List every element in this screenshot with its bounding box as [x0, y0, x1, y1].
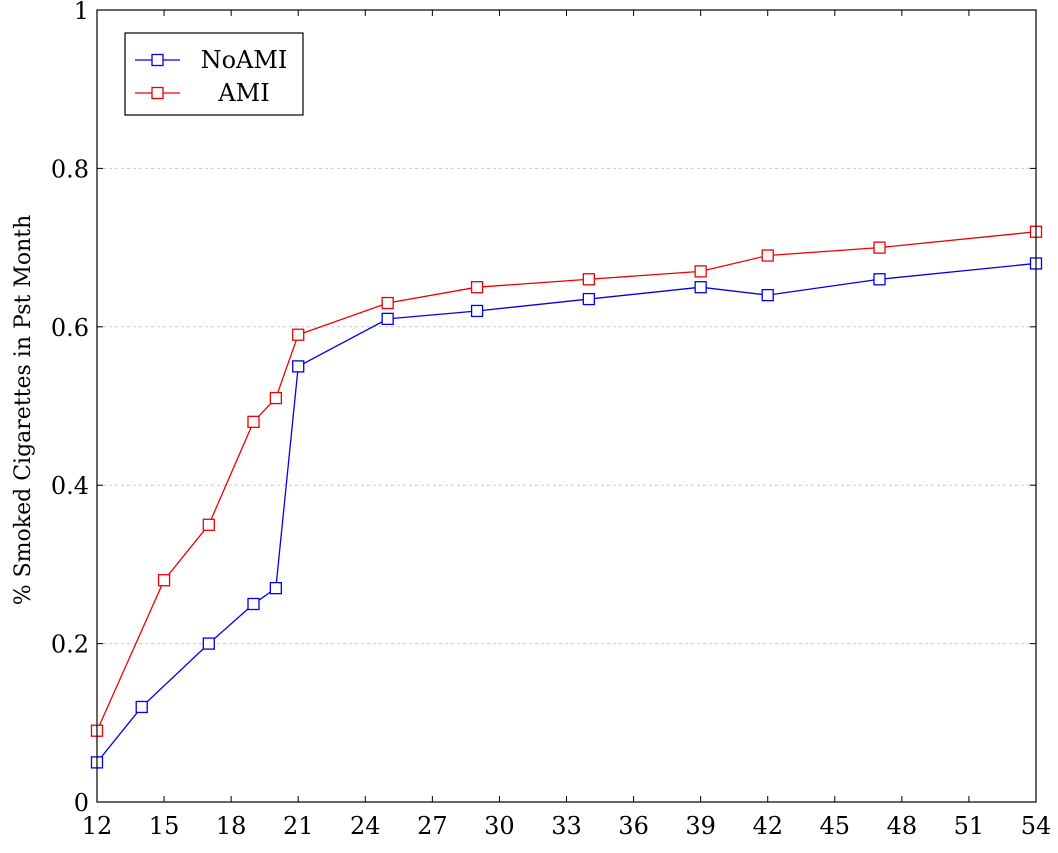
data-point: [582, 273, 596, 286]
y-tick-label: 0.2: [51, 631, 89, 659]
data-point: [292, 328, 305, 341]
data-point: [761, 249, 774, 262]
data-point: [470, 304, 484, 318]
x-tick-label: 48: [887, 812, 918, 840]
tick-labels: 0 0.2 0.4 0.6 0.8 1 12 15 18 21 24 27 30 33 36 39 42 45 48…: [51, 0, 1051, 840]
legend: NoAMI AMI: [124, 32, 304, 116]
data-point: [761, 288, 774, 302]
data-point: [292, 360, 305, 373]
data-point: [582, 292, 596, 306]
data-point: [873, 273, 886, 286]
legend-box: [124, 32, 304, 116]
data-point: [381, 296, 394, 310]
series-ami: [90, 225, 1043, 737]
x-tick-label: 12: [82, 812, 113, 840]
legend-label: NoAMI: [201, 46, 288, 74]
x-tick-label: 18: [216, 812, 247, 840]
data-point: [470, 281, 484, 294]
legend-item-noami: NoAMI: [135, 46, 287, 74]
y-tick-label: 0.4: [51, 472, 89, 500]
x-tick-label: 27: [417, 812, 448, 840]
data-point: [202, 518, 215, 531]
data-point: [381, 312, 394, 326]
series-line: [96, 231, 1037, 731]
data-point: [873, 241, 886, 254]
x-tick-label: 21: [283, 812, 314, 840]
x-tick-label: 45: [820, 812, 851, 840]
data-point: [269, 391, 283, 405]
data-point: [157, 574, 171, 587]
y-tick-label: 0: [74, 789, 89, 817]
data-point: [247, 597, 260, 611]
x-tick-label: 33: [551, 812, 582, 840]
x-tick-label: 51: [954, 812, 985, 840]
x-tick-label: 24: [350, 812, 381, 840]
data-point: [202, 637, 215, 650]
data-point: [694, 281, 707, 294]
x-tick-label: 30: [484, 812, 515, 840]
legend-label: AMI: [217, 79, 269, 107]
x-tick-label: 36: [618, 812, 649, 840]
series-noami: [90, 257, 1043, 769]
y-tick-label: 0.6: [51, 314, 89, 342]
data-point: [247, 415, 260, 428]
series-layer: [90, 225, 1043, 769]
y-tick-label: 1: [74, 0, 89, 25]
x-tick-label: 54: [1021, 812, 1052, 840]
series-line: [96, 262, 1037, 763]
y-axis-label: % Smoked Cigarettes in Pst Month: [11, 215, 36, 606]
legend-swatch-marker: [151, 53, 164, 67]
x-tick-label: 42: [752, 812, 783, 840]
plot-frame: [96, 9, 1037, 803]
legend-swatch-marker: [151, 86, 164, 100]
x-tick-label: 39: [685, 812, 716, 840]
axis-ticks: [96, 9, 1037, 803]
legend-item-ami: AMI: [135, 79, 270, 107]
data-point: [269, 582, 283, 595]
data-point: [135, 700, 148, 714]
y-tick-label: 0.8: [51, 155, 89, 183]
x-tick-label: 15: [149, 812, 180, 840]
grid-lines: [97, 167, 1036, 645]
data-point: [694, 265, 707, 278]
